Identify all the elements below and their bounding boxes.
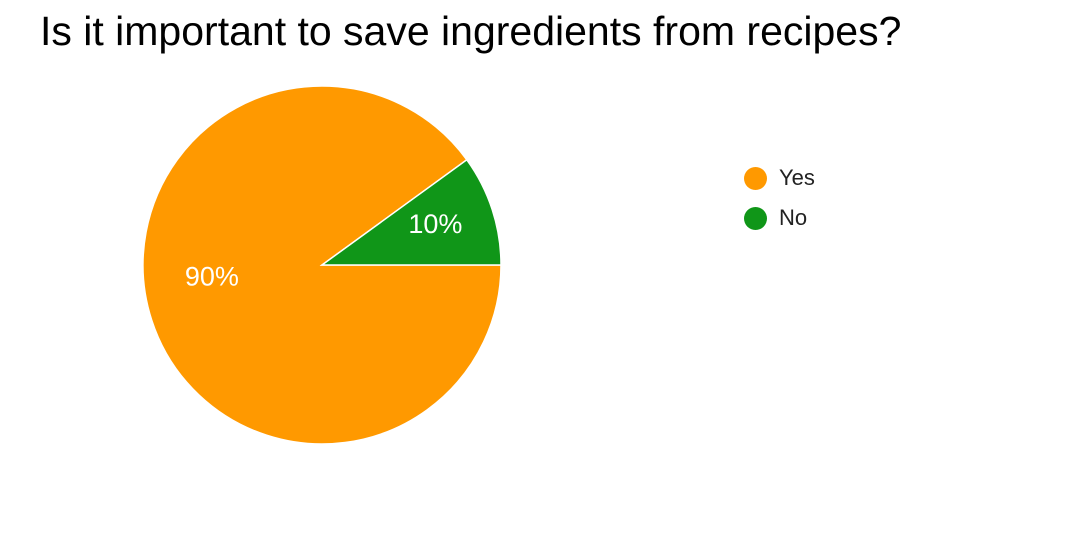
pie-slice-yes[interactable]: [142, 85, 502, 445]
legend-label-yes: Yes: [779, 165, 815, 190]
chart-title: Is it important to save ingredients from…: [40, 8, 902, 54]
legend-label-no: No: [779, 205, 808, 230]
legend-swatch-yes: [744, 166, 767, 190]
pie-slice-no[interactable]: [319, 158, 502, 266]
slice-label-yes: 90%: [185, 262, 239, 292]
legend-item-no[interactable]: No: [744, 198, 815, 238]
slice-label-no: 10%: [408, 209, 462, 239]
legend-swatch-no: [744, 206, 767, 230]
legend: Yes No: [744, 158, 815, 238]
legend-item-yes[interactable]: Yes: [744, 158, 815, 198]
